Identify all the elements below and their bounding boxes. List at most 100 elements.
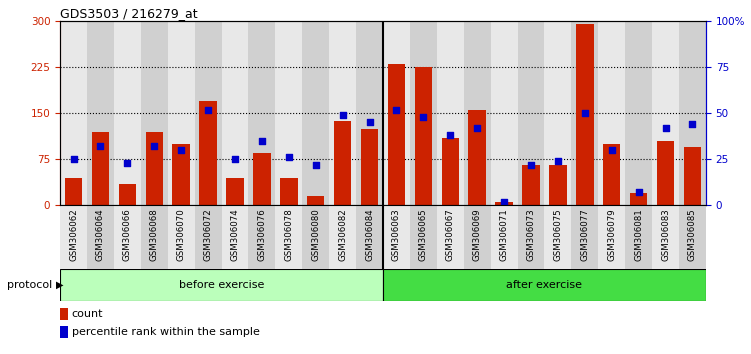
Bar bbox=[490, 205, 517, 269]
Point bbox=[363, 120, 376, 125]
Bar bbox=[437, 205, 464, 269]
Text: GSM306073: GSM306073 bbox=[526, 209, 535, 261]
Text: GSM306064: GSM306064 bbox=[96, 209, 105, 261]
Bar bbox=[469, 110, 486, 205]
Text: GSM306074: GSM306074 bbox=[231, 209, 240, 261]
Bar bbox=[360, 129, 379, 205]
Bar bbox=[276, 21, 303, 205]
Bar bbox=[383, 21, 410, 205]
Text: after exercise: after exercise bbox=[506, 280, 583, 290]
Text: ▶: ▶ bbox=[56, 280, 64, 290]
Point bbox=[686, 121, 698, 127]
Bar bbox=[572, 205, 599, 269]
Point bbox=[632, 190, 644, 195]
Point bbox=[229, 156, 241, 162]
Bar bbox=[92, 132, 109, 205]
Point bbox=[552, 158, 564, 164]
Text: GSM306079: GSM306079 bbox=[608, 209, 617, 261]
Bar bbox=[276, 205, 303, 269]
Text: GDS3503 / 216279_at: GDS3503 / 216279_at bbox=[60, 7, 198, 20]
Bar bbox=[167, 21, 195, 205]
Text: GSM306075: GSM306075 bbox=[553, 209, 562, 261]
Bar bbox=[114, 21, 141, 205]
Text: GSM306084: GSM306084 bbox=[365, 209, 374, 261]
Text: GSM306083: GSM306083 bbox=[661, 209, 670, 261]
Bar bbox=[303, 21, 329, 205]
Bar bbox=[280, 178, 297, 205]
Bar bbox=[114, 205, 141, 269]
Bar bbox=[87, 21, 114, 205]
Bar bbox=[517, 205, 544, 269]
Point bbox=[525, 162, 537, 168]
Bar bbox=[410, 21, 437, 205]
Text: GSM306078: GSM306078 bbox=[285, 209, 294, 261]
Bar bbox=[249, 205, 276, 269]
Bar bbox=[683, 147, 701, 205]
Bar bbox=[141, 205, 167, 269]
Text: GSM306070: GSM306070 bbox=[176, 209, 185, 261]
Bar bbox=[549, 165, 567, 205]
Text: GSM306065: GSM306065 bbox=[419, 209, 428, 261]
Bar bbox=[226, 178, 244, 205]
Bar bbox=[517, 21, 544, 205]
Text: GSM306082: GSM306082 bbox=[338, 209, 347, 261]
Point bbox=[309, 162, 321, 168]
Bar bbox=[625, 21, 652, 205]
Text: before exercise: before exercise bbox=[179, 280, 264, 290]
Bar bbox=[65, 178, 83, 205]
Text: GSM306081: GSM306081 bbox=[634, 209, 643, 261]
Bar bbox=[496, 202, 513, 205]
Bar bbox=[410, 205, 437, 269]
Point bbox=[659, 125, 671, 131]
Bar bbox=[442, 138, 459, 205]
Bar bbox=[679, 205, 706, 269]
Text: percentile rank within the sample: percentile rank within the sample bbox=[71, 327, 260, 337]
Bar bbox=[388, 64, 406, 205]
Point bbox=[336, 112, 348, 118]
Bar bbox=[625, 205, 652, 269]
Text: GSM306067: GSM306067 bbox=[446, 209, 455, 261]
Point bbox=[175, 147, 187, 153]
Bar bbox=[572, 21, 599, 205]
Point bbox=[471, 125, 483, 131]
Bar bbox=[679, 21, 706, 205]
Bar bbox=[490, 21, 517, 205]
Bar bbox=[630, 193, 647, 205]
Point bbox=[122, 160, 134, 166]
Bar bbox=[253, 153, 270, 205]
Bar bbox=[334, 121, 351, 205]
Bar bbox=[60, 308, 68, 320]
Bar bbox=[464, 21, 490, 205]
Bar bbox=[141, 21, 167, 205]
Bar bbox=[60, 269, 383, 301]
Bar bbox=[303, 205, 329, 269]
Point bbox=[68, 156, 80, 162]
Bar bbox=[119, 184, 136, 205]
Bar bbox=[222, 21, 249, 205]
Text: GSM306072: GSM306072 bbox=[204, 209, 213, 261]
Text: count: count bbox=[71, 309, 103, 319]
Bar bbox=[383, 269, 706, 301]
Bar bbox=[173, 144, 190, 205]
Bar bbox=[464, 205, 490, 269]
Text: GSM306071: GSM306071 bbox=[499, 209, 508, 261]
Text: GSM306069: GSM306069 bbox=[472, 209, 481, 261]
Bar bbox=[356, 205, 383, 269]
Bar bbox=[599, 205, 625, 269]
Point bbox=[256, 138, 268, 144]
Text: GSM306066: GSM306066 bbox=[123, 209, 132, 261]
Bar bbox=[356, 21, 383, 205]
Point bbox=[95, 144, 107, 149]
Bar bbox=[329, 21, 356, 205]
Bar bbox=[60, 326, 68, 338]
Bar bbox=[657, 141, 674, 205]
Bar bbox=[603, 144, 620, 205]
Point bbox=[498, 199, 510, 205]
Text: protocol: protocol bbox=[8, 280, 53, 290]
Bar bbox=[199, 101, 217, 205]
Point bbox=[202, 107, 214, 113]
Text: GSM306076: GSM306076 bbox=[258, 209, 267, 261]
Bar bbox=[437, 21, 464, 205]
Bar bbox=[195, 205, 222, 269]
Bar bbox=[652, 21, 679, 205]
